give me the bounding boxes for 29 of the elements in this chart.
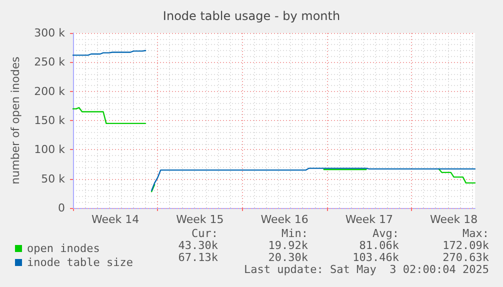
text: Min: <box>282 227 308 240</box>
x-tick-label: Week 16 <box>260 213 308 226</box>
text: 81.06k <box>359 239 400 252</box>
y-tick-label: 300 k <box>34 26 66 40</box>
y-tick-label: 100 k <box>34 143 66 156</box>
x-tick-label: Week 18 <box>430 213 478 226</box>
x-tick-label: Week 15 <box>176 213 224 226</box>
y-tick-label: 250 k <box>34 56 66 69</box>
text: Avg: <box>372 227 399 240</box>
text: Cur: <box>192 227 218 240</box>
x-tick-label: Week 14 <box>91 213 140 226</box>
text: 270.63k <box>442 251 490 264</box>
y-axis-title: number of open inodes <box>9 56 22 184</box>
chart-title: Inode table usage - by month <box>162 9 340 23</box>
legend-label: open inodes <box>27 242 100 255</box>
y-tick-label: 0 <box>58 202 65 214</box>
x-tick-label: Week 17 <box>345 213 394 226</box>
y-tick-label: 150 k <box>34 114 66 127</box>
text: 172.09k <box>442 239 490 252</box>
text: 43.30k <box>178 239 218 252</box>
text: 19.92k <box>268 239 308 252</box>
legend-label: inode table size <box>27 256 133 269</box>
text: 20.30k <box>268 251 308 264</box>
y-tick-label: 50 k <box>41 172 66 186</box>
text: 103.46k <box>352 251 400 264</box>
text: Max: <box>462 227 489 240</box>
y-tick-label: 200 k <box>34 84 66 98</box>
text: Last update: Sat May 3 02:00:04 2025 <box>244 263 489 276</box>
text: 67.13k <box>178 251 218 264</box>
